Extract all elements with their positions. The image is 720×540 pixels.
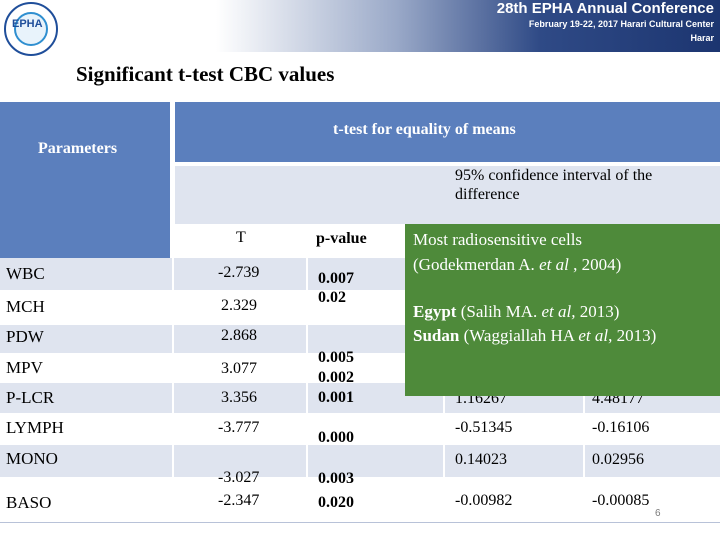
note-line-2: (Godekmerdan A. et al , 2004) xyxy=(413,255,622,274)
p-mpv: 0.002 xyxy=(318,369,354,386)
note-line-4: Sudan (Waggiallah HA et al, 2013) xyxy=(413,326,657,345)
epha-logo: EPHA xyxy=(4,2,58,56)
t-wbc: -2.739 xyxy=(218,264,260,281)
p-mono: 0.003 xyxy=(318,470,354,487)
t-column-header: T xyxy=(236,229,246,246)
conference-dates: February 19-22, 2017 Harari Cultural Cen… xyxy=(528,19,714,29)
parameters-header-cell xyxy=(0,102,170,162)
ci-header: 95% confidence interval of the differenc… xyxy=(455,167,653,203)
ci-lower-baso: -0.00982 xyxy=(455,492,513,509)
p-column-header: p-value xyxy=(316,230,367,247)
t-mono: -3.027 xyxy=(218,469,260,486)
page-number: 6 xyxy=(655,508,661,519)
logo-text: EPHA xyxy=(12,18,43,30)
conference-title: 28th EPHA Annual Conference xyxy=(496,0,714,17)
parameters-header-lower xyxy=(0,162,170,258)
p-wbc: 0.007 xyxy=(318,270,354,287)
table-bottom-border xyxy=(0,522,720,523)
t-plcr: 3.356 xyxy=(221,389,257,406)
t-mch: 2.329 xyxy=(221,297,257,314)
conference-place: Harar xyxy=(690,33,714,43)
t-pdw: 2.868 xyxy=(221,327,257,344)
param-mono: MONO xyxy=(6,449,58,468)
p-lymph: 0.000 xyxy=(318,429,354,446)
p-pdw: 0.005 xyxy=(318,349,354,366)
ci-lower-lymph: -0.51345 xyxy=(455,419,513,436)
note-line-1: Most radiosensitive cells xyxy=(413,230,583,249)
radiosensitive-note-box: Most radiosensitive cells (Godekmerdan A… xyxy=(405,224,720,396)
column-divider xyxy=(172,226,174,526)
ci-upper-baso: -0.00085 xyxy=(592,492,650,509)
p-baso: 0.020 xyxy=(318,494,354,511)
row-bg-mono xyxy=(0,445,720,477)
ci-upper-lymph: -0.16106 xyxy=(592,419,650,436)
t-lymph: -3.777 xyxy=(218,419,260,436)
logo-emblem-icon xyxy=(14,12,48,46)
t-baso: -2.347 xyxy=(218,492,260,509)
ttest-header: t-test for equality of means xyxy=(333,121,516,138)
slide-title: Significant t-test CBC values xyxy=(76,62,335,86)
param-mpv: MPV xyxy=(6,358,43,377)
t-mpv: 3.077 xyxy=(221,360,257,377)
param-pdw: PDW xyxy=(6,327,44,346)
ci-lower-mono: 0.14023 xyxy=(455,451,507,468)
param-mch: MCH xyxy=(6,297,45,316)
conference-banner xyxy=(0,0,720,52)
param-plcr: P-LCR xyxy=(6,388,55,407)
param-lymph: LYMPH xyxy=(6,418,64,437)
column-divider xyxy=(306,226,308,526)
note-line-3: Egypt (Salih MA. et al, 2013) xyxy=(413,302,620,321)
p-plcr: 0.001 xyxy=(318,389,354,406)
param-baso: BASO xyxy=(6,493,52,512)
param-wbc: WBC xyxy=(6,264,45,283)
p-mch: 0.02 xyxy=(318,289,346,306)
ci-upper-mono: 0.02956 xyxy=(592,451,644,468)
ttest-header-cell xyxy=(175,102,720,162)
ci-header-cell xyxy=(175,166,720,224)
parameters-header: Parameters xyxy=(38,140,118,157)
